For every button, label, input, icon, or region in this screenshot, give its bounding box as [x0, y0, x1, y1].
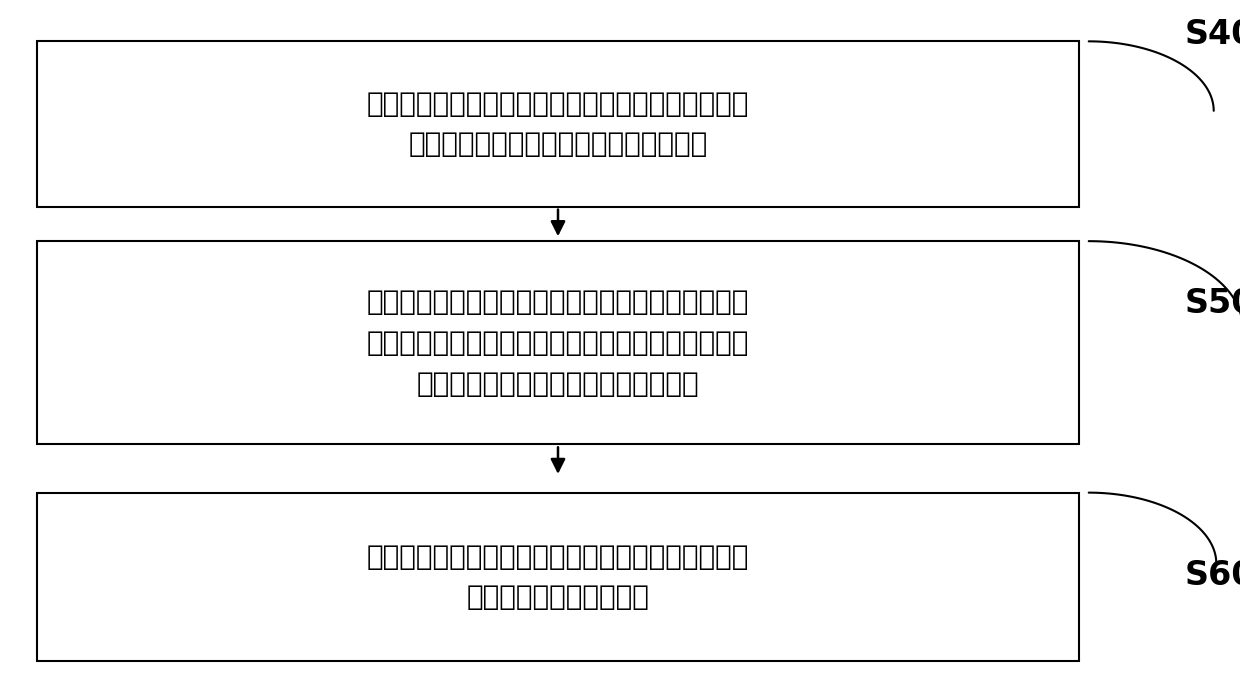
Text: 根据所述第二均值电压与可用电压的比值，计算出所: 根据所述第二均值电压与可用电压的比值，计算出所: [367, 543, 749, 570]
FancyBboxPatch shape: [37, 41, 1079, 207]
Text: S50: S50: [1184, 287, 1240, 320]
FancyBboxPatch shape: [37, 493, 1079, 661]
Text: 波，获取第二电压对应的第二均值电压: 波，获取第二电压对应的第二均值电压: [417, 369, 699, 398]
Text: 为数字电压值，并对所述数字电压值进行滑动平均滤: 为数字电压值，并对所述数字电压值进行滑动平均滤: [367, 329, 749, 357]
Text: 在电池放电过程中，获取当前电池两端的第二电压，: 在电池放电过程中，获取当前电池两端的第二电压，: [367, 90, 749, 118]
Text: 并将检测到的第二电压发送至模数转换器: 并将检测到的第二电压发送至模数转换器: [408, 130, 708, 158]
FancyBboxPatch shape: [37, 241, 1079, 444]
Text: 述电池的剩余容量百分比: 述电池的剩余容量百分比: [466, 584, 650, 611]
Text: S60: S60: [1184, 559, 1240, 592]
Text: S40: S40: [1184, 18, 1240, 51]
Text: 通过所述模数转换器将所述第二电压的模拟信号转换: 通过所述模数转换器将所述第二电压的模拟信号转换: [367, 288, 749, 316]
